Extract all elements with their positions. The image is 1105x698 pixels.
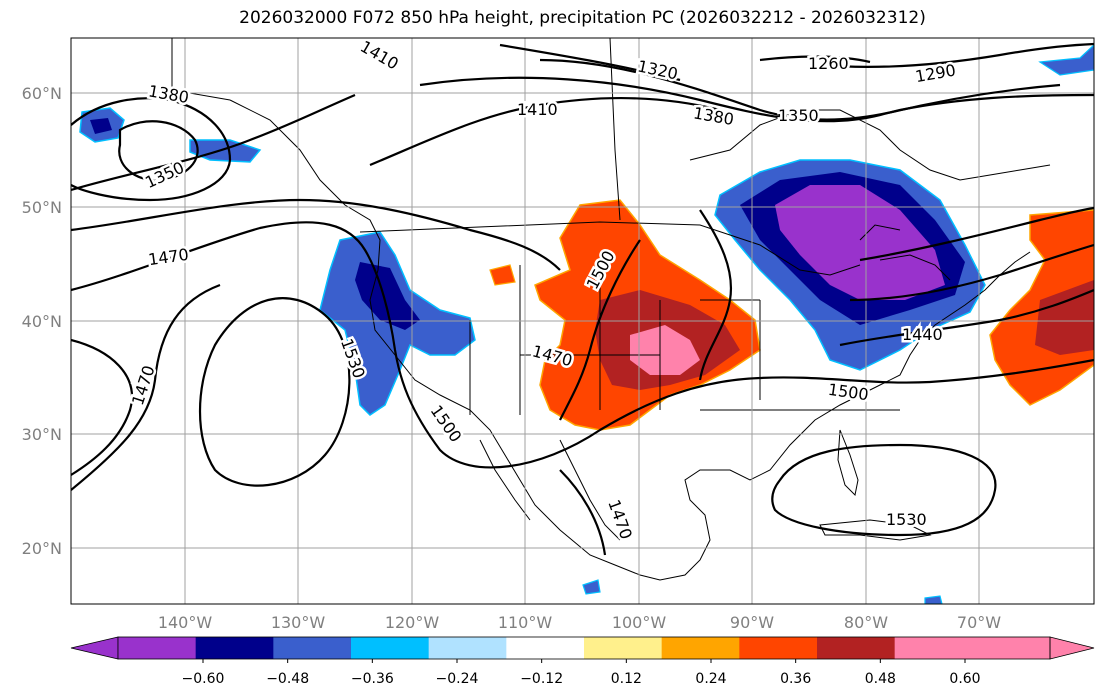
colorbar-tick-label: 0.24 xyxy=(695,671,726,687)
precip-shading-alaska xyxy=(79,107,262,163)
lat-label: 50°N xyxy=(22,198,62,217)
colorbar-tick-label: −0.60 xyxy=(182,671,225,687)
lon-label: 120°W xyxy=(385,613,440,632)
lon-label: 80°W xyxy=(844,613,888,632)
colorbar-segment xyxy=(428,637,507,659)
contour-1440-east xyxy=(839,288,1094,347)
precip-shading-plains xyxy=(489,199,761,431)
longitude-labels: 140°W 130°W 120°W 110°W 100°W 90°W 80°W … xyxy=(158,613,1001,632)
map-frame xyxy=(70,37,1095,605)
lon-label: 110°W xyxy=(498,613,553,632)
contour-1470-southwest xyxy=(71,338,133,476)
lat-label: 20°N xyxy=(22,539,62,558)
colorbar-segment xyxy=(506,637,585,659)
colorbar-tick-label: 0.48 xyxy=(865,671,896,687)
colorbar-tick-label: −0.48 xyxy=(266,671,309,687)
colorbar: −0.60 −0.48 −0.36 −0.24 −0.12 0.12 0.24 0.36 0.4… xyxy=(70,636,1095,687)
lon-label: 130°W xyxy=(271,613,326,632)
contour-label: 1350 xyxy=(778,106,819,125)
lon-label: 90°W xyxy=(730,613,774,632)
latitude-labels: 60°N 50°N 40°N 30°N 20°N xyxy=(22,84,62,558)
colorbar-extend-high xyxy=(1049,636,1095,660)
colorbar-segment xyxy=(118,637,197,659)
contour-label: 1440 xyxy=(902,325,943,344)
map-title: 2026032000 F072 850 hPa height, precipit… xyxy=(239,8,926,28)
contour-1500-east xyxy=(859,206,1094,262)
colorbar-segment xyxy=(972,637,1051,659)
lat-label: 30°N xyxy=(22,425,62,444)
colorbar-tick-label: −0.24 xyxy=(436,671,479,687)
colorbar-segment xyxy=(817,637,896,659)
precip-shading-great-lakes xyxy=(714,159,986,371)
coastlines-and-borders xyxy=(171,38,1051,581)
lon-label: 140°W xyxy=(158,613,213,632)
contour-1470-mexico xyxy=(559,469,607,556)
contour-1380-north xyxy=(419,76,1061,123)
contour-label: 1320 xyxy=(636,56,680,83)
precip-shading-west-coast xyxy=(319,231,476,416)
lon-label: 100°W xyxy=(612,613,667,632)
colorbar-tick-label: −0.12 xyxy=(520,671,563,687)
colorbar-tick-label: −0.36 xyxy=(351,671,394,687)
colorbar-segment xyxy=(195,637,274,659)
colorbar-segment xyxy=(584,637,663,659)
colorbar-extend-low xyxy=(70,636,119,660)
colorbar-segment xyxy=(894,637,973,659)
contour-1410-west xyxy=(71,93,356,192)
colorbar-outline xyxy=(117,636,1051,660)
precip-shading-small-cells xyxy=(582,44,1094,604)
lat-label: 60°N xyxy=(22,84,62,103)
contour-1470-west xyxy=(71,198,561,271)
colorbar-tick-label: 0.36 xyxy=(780,671,811,687)
contour-1410-north xyxy=(369,96,721,167)
contour-1290-north xyxy=(819,42,1094,69)
colorbar-tick-label: 0.12 xyxy=(611,671,642,687)
contour-1350-low xyxy=(118,120,199,182)
graticule xyxy=(71,38,1094,604)
colorbar-tick-label: 0.60 xyxy=(949,671,980,687)
contour-1470-east xyxy=(849,243,1094,302)
lat-label: 40°N xyxy=(22,312,62,331)
contour-1500-south xyxy=(71,221,1094,469)
contour-label: 1260 xyxy=(808,54,849,73)
contour-1530-pacific xyxy=(71,283,221,491)
colorbar-segment xyxy=(739,637,818,659)
contour-1260-north xyxy=(759,55,871,64)
colorbar-segment xyxy=(351,637,430,659)
colorbar-segment xyxy=(661,637,740,659)
colorbar-segment xyxy=(273,637,352,659)
contour-label: 1530 xyxy=(886,510,927,529)
contour-1320-north xyxy=(499,43,681,82)
map-plot-area: 1410 1320 1260 1290 1380 1410 1380 1350 … xyxy=(71,38,1094,604)
contour-trough xyxy=(559,239,641,421)
contour-trough-east xyxy=(698,209,732,381)
contour-1530-gulf xyxy=(771,443,997,537)
height-contours xyxy=(71,42,1094,556)
contour-label: 1410 xyxy=(517,100,558,119)
contour-1380-low xyxy=(71,97,232,202)
contour-1530-west xyxy=(198,297,351,487)
lon-label: 70°W xyxy=(957,613,1001,632)
contour-1350-north xyxy=(539,58,1094,121)
